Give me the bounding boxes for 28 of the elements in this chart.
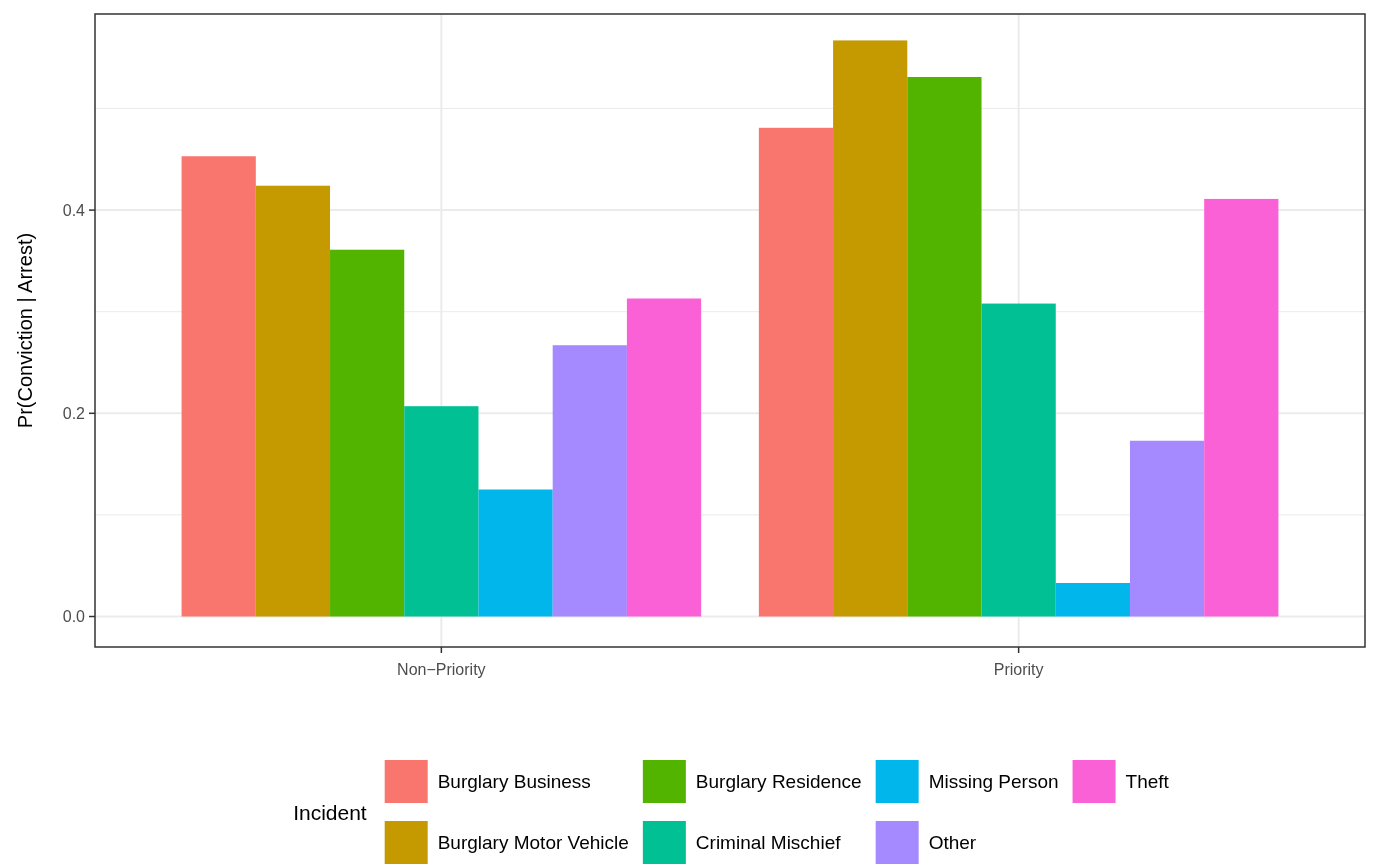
- legend-label: Burglary Residence: [695, 771, 862, 793]
- bar: [907, 77, 982, 617]
- x-tick-label: Non−Priority: [397, 661, 486, 678]
- bar: [833, 40, 908, 617]
- bar: [626, 298, 702, 617]
- bar: [255, 185, 331, 617]
- legend-label: Burglary Business: [437, 771, 591, 793]
- bar: [478, 489, 553, 617]
- bar: [404, 406, 479, 617]
- y-tick-label: 0.2: [62, 404, 86, 422]
- legend-label: Missing Person: [928, 771, 1059, 793]
- bar: [1129, 440, 1205, 617]
- legend-label: Theft: [1125, 771, 1170, 793]
- legend-label: Other: [928, 832, 977, 854]
- bar: [552, 345, 627, 617]
- bar: [1055, 582, 1130, 617]
- y-tick-label: 0.4: [62, 201, 86, 219]
- bar: [1204, 198, 1279, 617]
- bar: [330, 249, 405, 617]
- y-tick-label: 0.0: [62, 608, 86, 626]
- bar: [758, 127, 834, 617]
- legend-label: Criminal Mischief: [695, 832, 842, 854]
- legend-title: Incident: [293, 801, 367, 825]
- y-axis-title: Pr(Conviction | Arrest): [14, 232, 36, 429]
- bar: [981, 303, 1056, 617]
- legend-label: Burglary Motor Vehicle: [437, 832, 629, 854]
- x-tick-label: Priority: [993, 661, 1044, 678]
- bar: [181, 156, 256, 617]
